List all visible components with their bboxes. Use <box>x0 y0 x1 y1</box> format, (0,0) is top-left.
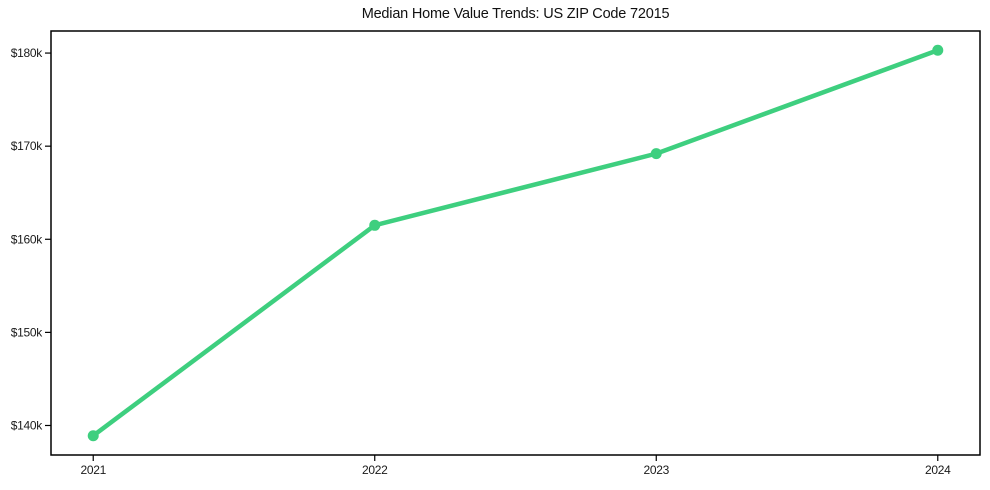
data-point-2023 <box>650 148 662 160</box>
x-axis-tick-label: 2022 <box>362 463 388 477</box>
plot-area-border <box>50 30 981 456</box>
x-axis-tick-label: 2023 <box>644 463 670 477</box>
chart-title: Median Home Value Trends: US ZIP Code 72… <box>361 6 670 22</box>
data-point-2022 <box>369 219 381 231</box>
y-axis-tick-label: $160k <box>11 232 43 246</box>
y-axis-tick-label: $180k <box>11 46 43 60</box>
trend-line <box>90 48 941 438</box>
x-axis-tick-label: 2024 <box>925 463 951 477</box>
y-axis-tick-label: $170k <box>11 139 43 153</box>
x-axis-tick-label: 2021 <box>80 463 106 477</box>
data-point-2021 <box>87 430 99 442</box>
data-point-2024 <box>932 44 944 56</box>
y-axis-tick-label: $150k <box>11 325 43 339</box>
y-axis-tick-label: $140k <box>11 418 43 432</box>
